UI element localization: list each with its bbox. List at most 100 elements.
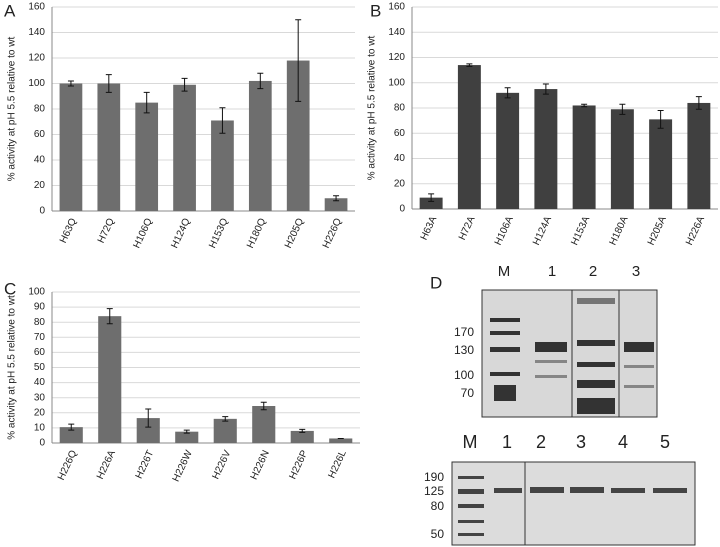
- y-tick-label: 20: [34, 180, 46, 191]
- error-bar: [504, 87, 511, 99]
- error-bar: [333, 195, 340, 202]
- bar: [59, 427, 83, 443]
- error-bar: [260, 401, 267, 411]
- bar: [98, 316, 122, 443]
- y-tick-label: 0: [39, 438, 45, 449]
- marker-label: 190: [424, 470, 444, 484]
- x-tick-label: H63Q: [58, 217, 79, 246]
- x-tick-label: H180A: [608, 214, 631, 247]
- lane-label: 5: [660, 432, 670, 452]
- marker-label: 50: [431, 527, 445, 541]
- x-tick-label: H106A: [493, 214, 516, 247]
- bar: [610, 109, 634, 209]
- y-tick-label: 40: [34, 155, 46, 166]
- panel-label: D: [430, 273, 442, 292]
- y-tick-label: 160: [28, 2, 45, 13]
- bar: [324, 198, 348, 211]
- y-tick-label: 20: [34, 407, 46, 418]
- lane-label: 3: [576, 432, 586, 452]
- y-tick-label: 40: [394, 153, 406, 164]
- gel-bottom: M 1 2 3 4 5 190 125 80 50: [424, 432, 696, 546]
- y-tick-label: 120: [388, 52, 405, 63]
- y-tick-label: 160: [388, 2, 405, 13]
- lane-label: 2: [589, 263, 597, 280]
- marker-label: 100: [454, 368, 474, 382]
- x-tick-label: H226L: [326, 448, 349, 480]
- lane-label: 3: [632, 263, 640, 280]
- x-tick-label: H153A: [569, 214, 592, 247]
- error-bar: [183, 429, 190, 434]
- error-bar: [657, 110, 664, 129]
- y-tick-label: 20: [394, 178, 406, 189]
- y-tick-label: 80: [34, 317, 46, 328]
- marker-label: 170: [454, 325, 474, 339]
- x-tick-label: H72A: [457, 214, 478, 242]
- y-tick-label: 100: [388, 77, 405, 88]
- lane-label: 2: [536, 432, 546, 452]
- bar: [97, 83, 121, 211]
- y-tick-label: 60: [394, 128, 406, 139]
- bar: [572, 105, 596, 209]
- x-tick-label: H226N: [249, 449, 272, 482]
- lane-label: 1: [502, 432, 512, 452]
- y-tick-label: 40: [34, 377, 46, 388]
- bar: [534, 89, 558, 209]
- bar: [252, 406, 276, 443]
- marker-label: 125: [424, 484, 444, 498]
- lane-label: 1: [548, 263, 556, 280]
- error-bar: [257, 72, 264, 90]
- y-tick-label: 60: [34, 347, 46, 358]
- y-tick-label: 80: [394, 103, 406, 114]
- marker-label: 70: [461, 386, 475, 400]
- x-tick-label: H226A: [684, 214, 707, 247]
- y-axis-label: % activity at pH 5.5 relative to wt: [7, 37, 18, 182]
- bar: [59, 83, 83, 211]
- gel-bands: [458, 476, 687, 536]
- error-bar: [143, 91, 150, 114]
- x-tick-label: H205Q: [283, 217, 306, 251]
- error-bar: [428, 193, 435, 202]
- bar: [687, 102, 711, 209]
- panel-label: B: [370, 1, 381, 20]
- y-axis-label: % activity at pH 5.5 relative to wt: [367, 36, 378, 181]
- error-bar: [222, 416, 229, 422]
- bar: [649, 119, 673, 209]
- error-bar: [581, 103, 588, 108]
- gel-bands: [490, 298, 654, 414]
- gel-image: [451, 461, 696, 546]
- gel-top: M 1 2 3 170 130 100 70: [454, 263, 658, 418]
- x-tick-label: H205A: [646, 214, 669, 247]
- lane-label: M: [463, 432, 478, 452]
- x-tick-label: H72Q: [96, 217, 117, 246]
- error-bar: [67, 80, 74, 87]
- error-bar: [181, 77, 188, 92]
- y-axis-label: % activity at pH 5.5 relative to wt: [7, 295, 18, 440]
- error-bar: [219, 107, 226, 134]
- lane-label: 4: [618, 432, 628, 452]
- x-tick-label: H124Q: [169, 217, 192, 251]
- error-bar: [106, 308, 113, 325]
- y-tick-label: 140: [28, 27, 45, 38]
- y-tick-label: 70: [34, 332, 46, 343]
- y-tick-label: 90: [34, 302, 46, 313]
- lane-label: M: [498, 263, 511, 280]
- error-bar: [295, 19, 302, 102]
- panel-label: A: [4, 1, 16, 20]
- y-tick-label: 30: [34, 392, 46, 403]
- bar: [329, 438, 353, 443]
- y-tick-label: 50: [34, 362, 46, 373]
- x-tick-label: H226A: [95, 448, 118, 481]
- error-bar: [299, 428, 306, 433]
- y-tick-label: 100: [28, 287, 45, 298]
- panel-label: C: [4, 279, 16, 298]
- bar: [419, 197, 443, 209]
- y-tick-label: 140: [388, 27, 405, 38]
- x-tick-label: H226P: [287, 448, 310, 481]
- error-bar: [68, 423, 75, 431]
- bar: [286, 60, 310, 211]
- y-tick-label: 60: [34, 129, 46, 140]
- x-tick-label: H226W: [171, 448, 195, 483]
- y-tick-label: 0: [399, 204, 405, 215]
- y-tick-label: 80: [34, 104, 46, 115]
- bar: [457, 65, 481, 209]
